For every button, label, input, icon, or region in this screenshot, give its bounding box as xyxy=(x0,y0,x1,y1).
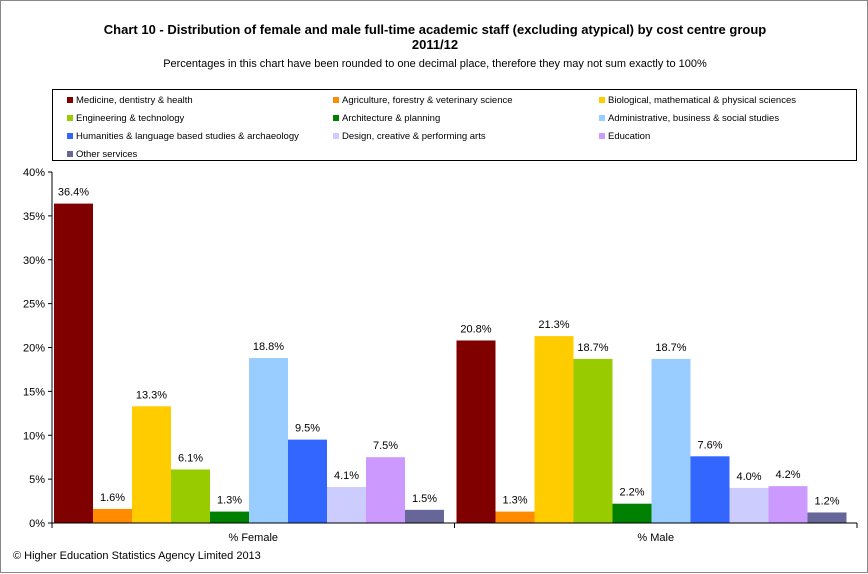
bar xyxy=(534,336,574,523)
data-label: 1.3% xyxy=(502,495,527,507)
data-label: 6.1% xyxy=(178,452,203,464)
bar xyxy=(327,487,366,523)
legend-swatch xyxy=(599,115,605,121)
data-label: 4.0% xyxy=(736,471,761,483)
bar xyxy=(807,512,847,523)
data-label: 36.4% xyxy=(58,187,89,199)
legend-item: Agriculture, forestry & veterinary scien… xyxy=(333,95,513,107)
chart-title: Chart 10 - Distribution of female and ma… xyxy=(103,22,767,37)
legend-label: Humanities & language based studies & ar… xyxy=(76,131,299,142)
legend-label: Education xyxy=(608,131,651,142)
data-label: 21.3% xyxy=(538,319,569,331)
legend-item: Biological, mathematical & physical scie… xyxy=(599,95,796,107)
legend-item: Medicine, dentistry & health xyxy=(67,95,193,107)
data-label: 18.8% xyxy=(253,341,284,353)
data-label: 13.3% xyxy=(136,389,167,401)
x-category-label: % Male xyxy=(637,532,674,544)
bar xyxy=(288,439,327,523)
legend-label: Engineering & technology xyxy=(76,113,185,124)
data-label: 4.2% xyxy=(775,469,800,481)
y-tick-label: 15% xyxy=(23,386,45,398)
bar xyxy=(132,406,171,523)
bar xyxy=(651,358,691,523)
legend-label: Medicine, dentistry & health xyxy=(76,95,193,106)
bar xyxy=(768,486,808,523)
legend-label: Agriculture, forestry & veterinary scien… xyxy=(342,95,513,106)
legend-item: Humanities & language based studies & ar… xyxy=(67,131,299,143)
data-label: 1.6% xyxy=(100,492,125,504)
y-tick-label: 35% xyxy=(23,211,45,223)
legend-label: Design, creative & performing arts xyxy=(342,131,486,142)
legend-label: Administrative, business & social studie… xyxy=(608,113,780,124)
data-label: 1.5% xyxy=(412,493,437,505)
bar xyxy=(456,340,496,523)
y-tick-label: 5% xyxy=(29,474,45,486)
data-label: 1.2% xyxy=(814,495,839,507)
legend-swatch xyxy=(333,133,339,139)
data-label: 2.2% xyxy=(619,487,644,499)
legend-item: Administrative, business & social studie… xyxy=(599,113,779,125)
bar xyxy=(495,511,535,523)
y-tick-label: 25% xyxy=(23,299,45,311)
data-label: 7.6% xyxy=(697,439,722,451)
y-tick-label: 30% xyxy=(23,255,45,267)
bar xyxy=(249,358,288,523)
data-label: 7.5% xyxy=(373,440,398,452)
chart-subtitle: Percentages in this chart have been roun… xyxy=(163,58,707,70)
data-label: 18.7% xyxy=(577,342,608,354)
chart-title-year: 2011/12 xyxy=(411,37,459,52)
legend-label: Architecture & planning xyxy=(342,113,441,124)
legend-swatch xyxy=(333,97,339,103)
bar xyxy=(690,456,730,523)
legend-swatch xyxy=(599,133,605,139)
copyright-notice: © Higher Education Statistics Agency Lim… xyxy=(13,550,261,562)
legend-label: Biological, mathematical & physical scie… xyxy=(608,95,796,106)
bar xyxy=(93,508,132,523)
data-label: 9.5% xyxy=(295,423,320,435)
legend-swatch xyxy=(67,115,73,121)
y-tick-label: 40% xyxy=(23,167,45,179)
legend-swatch xyxy=(67,133,73,139)
legend-swatch xyxy=(333,115,339,121)
legend-item: Engineering & technology xyxy=(67,113,184,125)
legend-item: Other services xyxy=(67,149,137,161)
legend-label: Other services xyxy=(76,149,138,160)
x-category-label: % Female xyxy=(228,532,278,544)
bar xyxy=(210,511,249,523)
bar xyxy=(612,503,652,523)
data-label: 18.7% xyxy=(655,342,686,354)
legend: Medicine, dentistry & health Agriculture,… xyxy=(52,89,857,161)
y-tick-label: 0% xyxy=(29,518,45,530)
y-tick-label: 10% xyxy=(23,430,45,442)
data-label: 20.8% xyxy=(460,323,491,335)
legend-swatch xyxy=(67,151,73,157)
data-label: 1.3% xyxy=(217,495,242,507)
legend-item: Education xyxy=(599,131,650,143)
legend-item: Architecture & planning xyxy=(333,113,440,125)
data-label: 4.1% xyxy=(334,470,359,482)
y-tick-label: 20% xyxy=(23,343,45,355)
bar xyxy=(405,509,444,523)
bar xyxy=(171,469,210,523)
bar xyxy=(729,487,769,523)
bar xyxy=(366,457,405,523)
legend-item: Design, creative & performing arts xyxy=(333,131,486,143)
legend-swatch xyxy=(599,97,605,103)
bar xyxy=(573,358,613,523)
legend-swatch xyxy=(67,97,73,103)
bar xyxy=(54,203,93,523)
